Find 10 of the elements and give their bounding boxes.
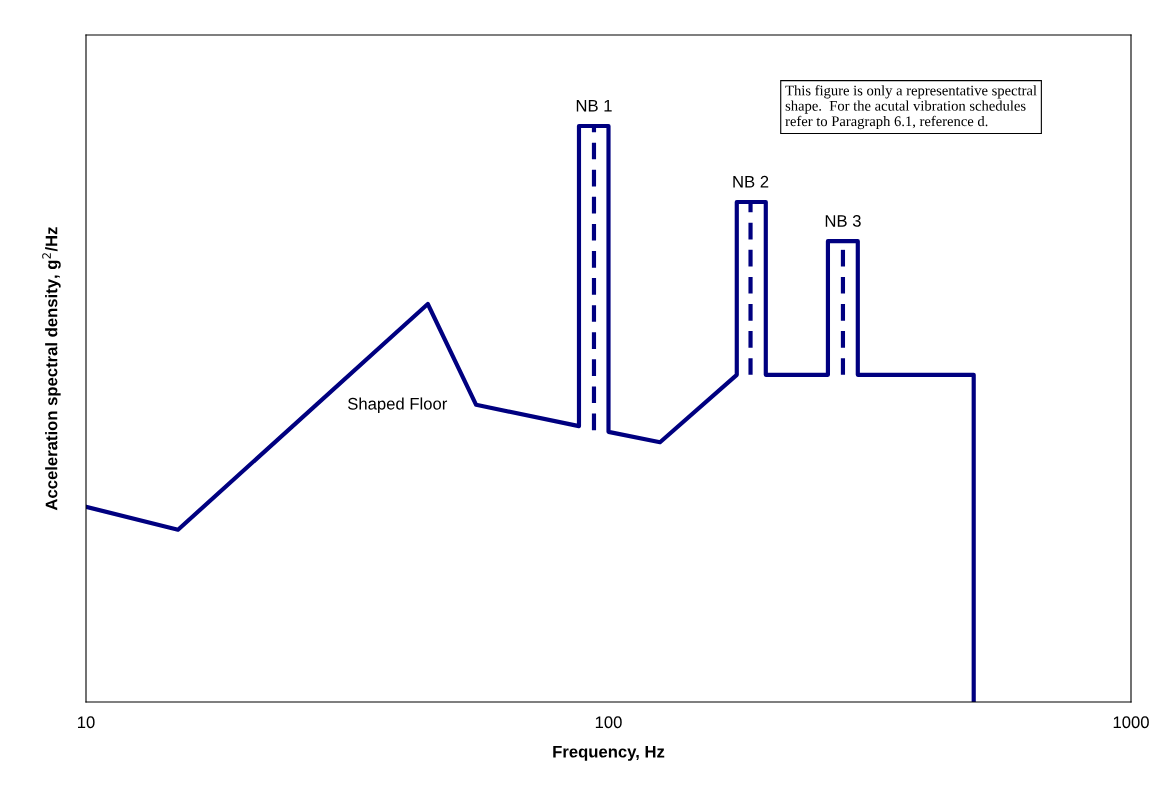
annotation: Shaped Floor	[348, 397, 448, 413]
annotation: NB 3	[825, 215, 861, 227]
y-axis-title: Acceleration spectral density, g$^{2}$/Hz	[42, 227, 61, 511]
annotation: NB 1	[576, 99, 612, 112]
x-tick-label: 10	[78, 716, 95, 729]
annotation: This figure is only a representative spectral shape. For the acutal vibration schedules refer to Paragraph 6.1, reference d.	[785, 85, 1037, 130]
x-tick-label: 100	[595, 716, 622, 729]
x-tick-label: 1000	[1113, 716, 1149, 729]
x-axis-title: Frequency, Hz	[553, 745, 665, 761]
annotation: NB 2	[733, 175, 769, 188]
